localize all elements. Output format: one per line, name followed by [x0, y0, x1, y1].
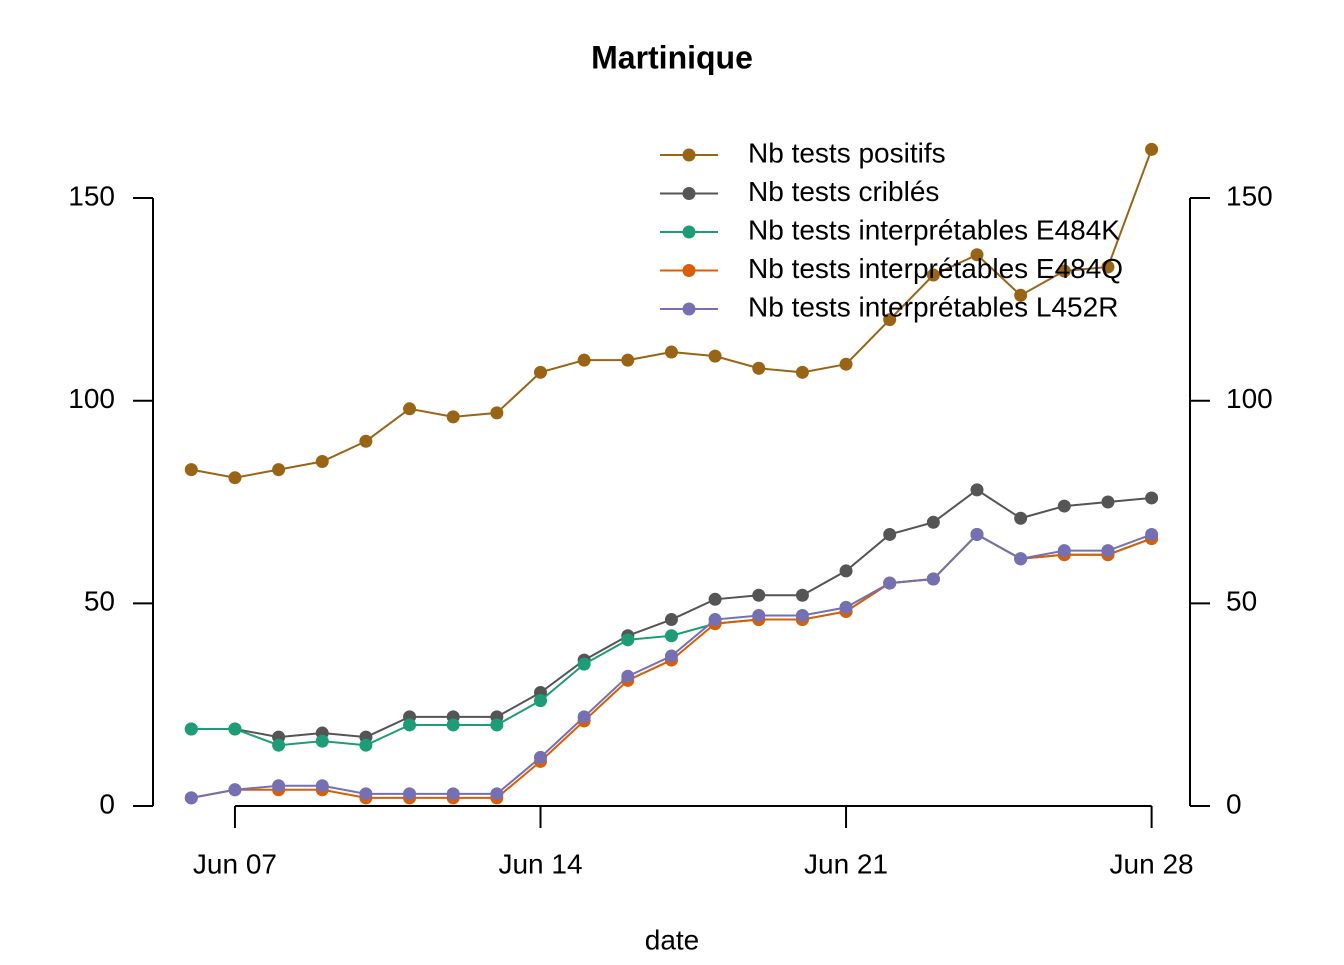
legend-marker: [682, 264, 696, 277]
data-point: [926, 268, 940, 282]
data-point: [315, 734, 329, 748]
chart-title: Martinique: [591, 39, 753, 75]
data-point: [621, 633, 635, 647]
data-point: [926, 572, 940, 586]
legend-marker: [682, 225, 696, 239]
data-point: [708, 613, 722, 627]
data-point: [839, 564, 853, 578]
data-point: [1014, 511, 1028, 525]
data-point: [272, 463, 286, 477]
data-point: [577, 353, 591, 367]
data-point: [359, 787, 373, 801]
data-point: [752, 609, 766, 623]
data-point: [359, 434, 373, 448]
data-point: [621, 353, 635, 367]
data-point: [1101, 260, 1115, 274]
data-point: [403, 787, 417, 801]
legend-label: Nb tests interprétables E484Q: [748, 253, 1123, 284]
data-point: [795, 365, 809, 379]
y-tick-label: 50: [84, 586, 115, 617]
data-point: [883, 576, 897, 590]
x-tick-label: Jun 14: [498, 848, 582, 879]
data-point: [970, 248, 984, 262]
data-point: [403, 402, 417, 416]
data-point: [446, 718, 460, 732]
legend-label: Nb tests interprétables L452R: [748, 291, 1118, 322]
data-point: [184, 722, 198, 736]
data-point: [1145, 527, 1159, 541]
data-point: [839, 357, 853, 371]
data-point: [795, 609, 809, 623]
legend-label: Nb tests interprétables E484K: [748, 214, 1120, 245]
data-point: [708, 592, 722, 606]
data-point: [228, 783, 242, 797]
data-point: [272, 779, 286, 793]
x-tick-label: Jun 07: [193, 848, 277, 879]
data-point: [490, 718, 504, 732]
data-point: [446, 787, 460, 801]
data-point: [795, 588, 809, 602]
data-point: [577, 657, 591, 671]
legend-label: Nb tests criblés: [748, 176, 939, 207]
data-point: [534, 694, 547, 708]
data-point: [1145, 142, 1159, 156]
data-point: [664, 613, 678, 627]
x-axis-label: date: [645, 924, 700, 955]
y-tick-label: 150: [68, 180, 115, 211]
data-point: [446, 410, 460, 424]
legend-marker: [682, 187, 696, 200]
data-point: [403, 718, 417, 732]
data-point: [752, 588, 766, 602]
y2-tick-label: 150: [1226, 180, 1273, 211]
data-point: [315, 454, 329, 468]
y2-tick-label: 100: [1226, 383, 1273, 414]
legend-marker: [682, 302, 696, 316]
data-point: [315, 779, 329, 793]
data-point: [839, 600, 853, 614]
data-point: [359, 738, 373, 752]
data-point: [752, 361, 766, 375]
y-tick-label: 100: [68, 383, 115, 414]
data-point: [708, 349, 722, 363]
data-point: [228, 471, 242, 485]
data-point: [883, 313, 897, 327]
data-point: [664, 629, 678, 643]
data-point: [577, 710, 591, 724]
data-point: [184, 791, 198, 805]
data-point: [1057, 499, 1071, 513]
data-point: [883, 527, 897, 541]
data-point: [970, 483, 984, 497]
x-tick-label: Jun 21: [804, 848, 888, 879]
data-point: [1101, 544, 1115, 558]
data-point: [1057, 264, 1071, 278]
data-point: [534, 365, 547, 379]
legend-marker: [682, 148, 696, 162]
data-point: [664, 345, 678, 359]
data-point: [621, 669, 635, 683]
data-point: [1057, 544, 1071, 558]
y-tick-label: 0: [99, 788, 115, 819]
data-point: [1145, 491, 1159, 505]
data-point: [1101, 495, 1115, 509]
data-point: [228, 722, 242, 736]
y2-tick-label: 0: [1226, 788, 1242, 819]
data-point: [272, 738, 286, 752]
y2-tick-label: 50: [1226, 586, 1257, 617]
data-point: [490, 406, 504, 420]
legend-label: Nb tests positifs: [748, 137, 946, 168]
data-point: [1014, 552, 1028, 566]
data-point: [490, 787, 504, 801]
data-point: [1014, 288, 1028, 302]
data-point: [664, 649, 678, 663]
data-point: [534, 750, 547, 764]
data-point: [970, 527, 984, 541]
x-tick-label: Jun 28: [1110, 848, 1194, 879]
data-point: [184, 463, 198, 477]
data-point: [926, 515, 940, 529]
